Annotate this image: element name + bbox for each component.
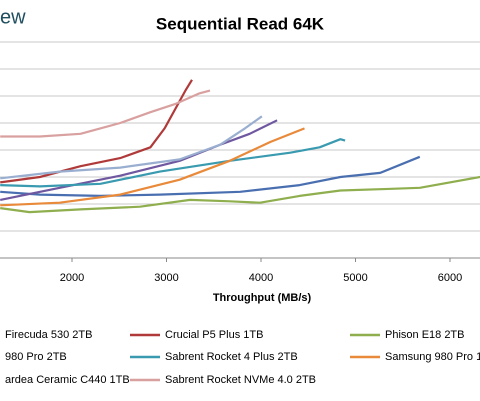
- legend-label: Firecuda 530 2TB: [5, 329, 92, 341]
- series-line: [0, 119, 278, 201]
- x-tick-label: 5000: [343, 272, 367, 284]
- series-line: [0, 155, 421, 197]
- legend-label: Sabrent Rocket NVMe 4.0 2TB: [165, 374, 316, 386]
- x-axis-label: Throughput (MB/s): [213, 292, 312, 304]
- x-tick-label: 6000: [438, 272, 462, 284]
- legend-label: Phison E18 2TB: [385, 329, 465, 341]
- series-line: [0, 127, 305, 207]
- legend-label: Crucial P5 Plus 1TB: [165, 329, 263, 341]
- legend-label: 980 Pro 2TB: [5, 351, 67, 363]
- logo: ew: [0, 6, 26, 28]
- series-line: [0, 115, 263, 180]
- x-tick-label: 2000: [60, 272, 84, 284]
- legend-label: ardea Ceramic C440 1TB: [5, 374, 130, 386]
- series-line: [0, 175, 480, 214]
- legend-label: Sabrent Rocket 4 Plus 2TB: [165, 351, 298, 363]
- x-tick-label: 3000: [154, 272, 178, 284]
- chart-title: Sequential Read 64K: [156, 14, 325, 33]
- x-tick-label: 4000: [249, 272, 273, 284]
- series-line: [0, 89, 211, 138]
- legend-label: Samsung 980 Pro 1: [385, 351, 480, 363]
